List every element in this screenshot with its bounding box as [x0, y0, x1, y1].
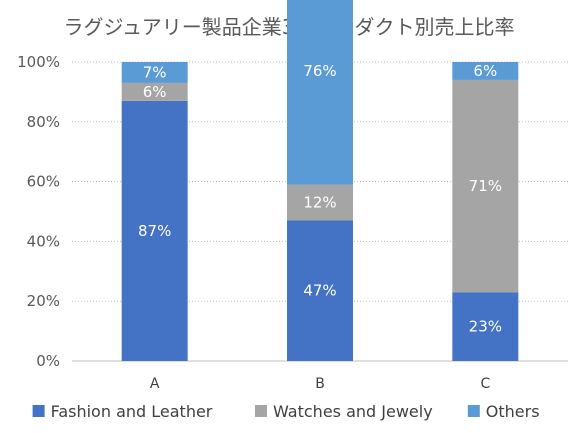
- data-label: 6%: [473, 62, 497, 80]
- data-labels: 87% 6% 7% 47% 12% 76% 23% 71% 6%: [138, 62, 502, 336]
- legend-label: Watches and Jewely: [273, 402, 433, 421]
- data-label: 87%: [138, 222, 171, 240]
- x-tick-label: B: [315, 376, 325, 392]
- y-tick-label: 60%: [27, 173, 60, 191]
- legend-label: Fashion and Leather: [51, 402, 213, 421]
- data-label: 6%: [143, 83, 167, 101]
- bar-segment: [452, 292, 519, 361]
- legend: Fashion and Leather Watches and Jewely Oth…: [32, 402, 540, 421]
- bar-segment: [287, 184, 353, 221]
- bar-segment: [287, 220, 353, 361]
- data-label: 47%: [303, 282, 336, 300]
- bar-segment: [287, 0, 353, 185]
- bar-segment: [121, 82, 188, 101]
- y-tick-label: 0%: [36, 352, 60, 370]
- data-label: 71%: [469, 177, 502, 195]
- y-axis-ticks: 0% 20% 40% 60% 80% 100%: [17, 53, 60, 370]
- bars: [121, 0, 519, 362]
- bar-segment: [121, 100, 188, 362]
- legend-swatch: [467, 405, 480, 417]
- bar-segment: [452, 79, 519, 293]
- y-tick-label: 80%: [27, 113, 60, 131]
- bar-segment: [121, 62, 188, 83]
- data-label: 76%: [303, 62, 336, 80]
- data-label: 12%: [303, 194, 336, 212]
- x-tick-label: C: [480, 376, 490, 392]
- y-tick-label: 100%: [17, 53, 60, 71]
- legend-label: Others: [486, 402, 540, 421]
- bar-segment: [452, 62, 519, 80]
- y-tick-label: 20%: [27, 292, 60, 310]
- data-label: 7%: [143, 63, 167, 81]
- x-tick-label: A: [150, 376, 160, 392]
- y-tick-label: 40%: [27, 232, 60, 250]
- legend-swatch: [255, 405, 267, 417]
- x-axis-ticks: A B C: [150, 376, 491, 392]
- legend-swatch: [32, 405, 45, 417]
- data-label: 23%: [469, 318, 502, 336]
